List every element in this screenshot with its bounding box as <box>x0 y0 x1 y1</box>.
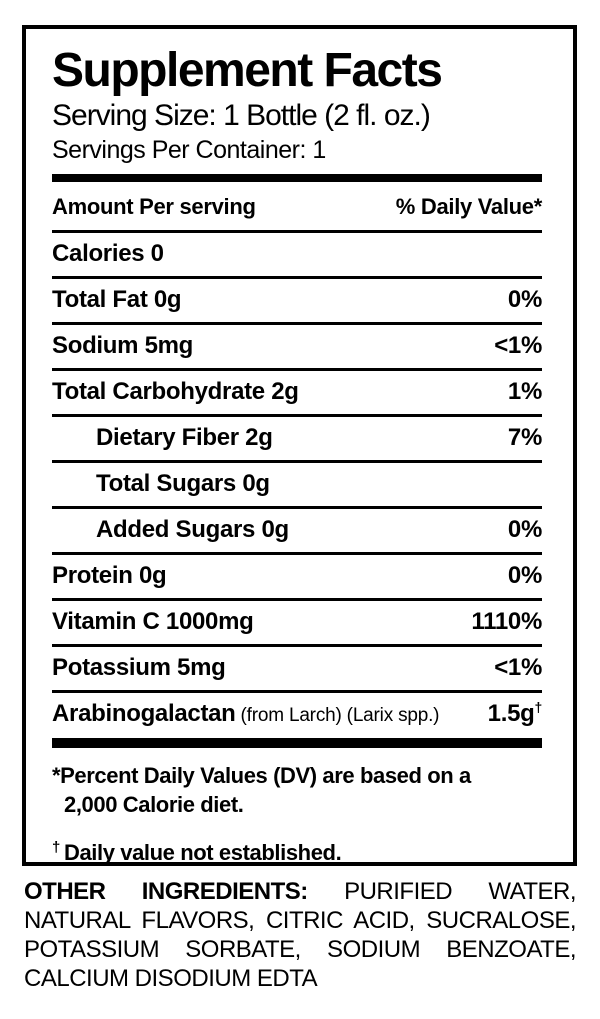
nutrient-value: 0% <box>507 562 542 589</box>
nutrient-rows: Calories 0 Total Fat 0g 0% Sodium 5mg <1… <box>52 233 542 738</box>
table-header: Amount Per serving % Daily Value* <box>52 182 542 233</box>
other-ingredients-text: PURIFIED WATER, NATURAL FLAVORS, CITRIC … <box>24 878 577 992</box>
nutrient-label: Calories 0 <box>52 240 164 267</box>
nutrient-row: Dietary Fiber 2g 7% <box>52 417 542 463</box>
supplement-facts-panel: Supplement Facts Serving Size: 1 Bottle … <box>22 25 577 866</box>
nutrient-value: 0% <box>507 286 542 313</box>
panel-title: Supplement Facts <box>52 44 443 97</box>
other-ingredients-label: OTHER INGREDIENTS: <box>24 878 308 905</box>
nutrient-row: Added Sugars 0g 0% <box>52 509 542 555</box>
nutrient-label: Total Sugars 0g <box>96 470 270 497</box>
servings-per-container: Servings Per Container: 1 <box>52 136 326 164</box>
nutrient-row: Total Sugars 0g <box>52 463 542 509</box>
header-daily-value: % Daily Value* <box>395 194 543 219</box>
nutrient-value: <1% <box>494 654 542 681</box>
footnote-line-2: 2,000 Calorie diet. <box>64 792 244 817</box>
separator-bar-bottom <box>52 738 542 748</box>
nutrient-label: Added Sugars 0g <box>96 516 289 543</box>
nutrient-row: Arabinogalactan (from Larch) (Larix spp.)… <box>52 693 542 738</box>
nutrient-row: Total Fat 0g 0% <box>52 279 542 325</box>
dagger-symbol: † <box>52 838 60 856</box>
header-amount-per-serving: Amount Per serving <box>52 194 256 219</box>
nutrient-value: 0% <box>507 516 542 543</box>
nutrient-value: 1.5g† <box>487 699 543 727</box>
nutrient-label: Potassium 5mg <box>52 654 226 681</box>
nutrient-label: Sodium 5mg <box>52 332 194 359</box>
separator-bar-top <box>52 174 542 182</box>
nutrient-label: Total Carbohydrate 2g <box>52 378 299 405</box>
nutrient-row: Potassium 5mg <1% <box>52 647 542 693</box>
nutrient-value: 1% <box>507 378 542 405</box>
serving-size: Serving Size: 1 Bottle (2 fl. oz.) <box>52 99 431 132</box>
footnote-line-1: *Percent Daily Values (DV) are based on … <box>52 763 471 788</box>
nutrient-row: Calories 0 <box>52 233 542 279</box>
daily-value-not-established-footnote: † Daily value not established. <box>52 838 542 865</box>
nutrient-value: 7% <box>507 424 542 451</box>
nutrient-label: Arabinogalactan <box>52 700 236 727</box>
nutrient-label: Protein 0g <box>52 562 167 589</box>
nutrient-row: Sodium 5mg <1% <box>52 325 542 371</box>
nutrient-value: 1110% <box>471 608 542 635</box>
nutrient-row: Protein 0g 0% <box>52 555 542 601</box>
nutrient-note: (from Larch) (Larix spp.) <box>240 705 440 726</box>
dagger-symbol: † <box>534 699 543 715</box>
nutrient-row: Vitamin C 1000mg 1110% <box>52 601 542 647</box>
other-ingredients: OTHER INGREDIENTS: PURIFIED WATER, NATUR… <box>24 877 577 993</box>
percent-daily-value-footnote: *Percent Daily Values (DV) are based on … <box>52 761 542 819</box>
nutrient-label: Vitamin C 1000mg <box>52 608 254 635</box>
footnotes: *Percent Daily Values (DV) are based on … <box>52 761 542 865</box>
nutrient-label: Dietary Fiber 2g <box>96 424 273 451</box>
nutrient-value: <1% <box>494 332 542 359</box>
nutrient-label: Total Fat 0g <box>52 286 182 313</box>
dagger-text: Daily value not established. <box>63 840 342 865</box>
nutrient-row: Total Carbohydrate 2g 1% <box>52 371 542 417</box>
